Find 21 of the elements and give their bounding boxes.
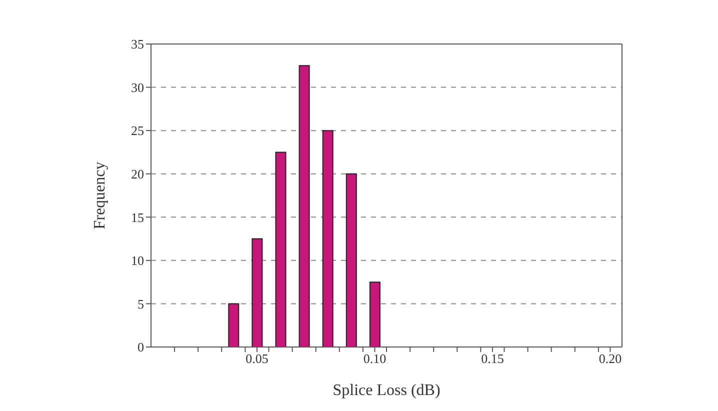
y-tick-label: 10	[131, 253, 144, 268]
bar	[298, 65, 310, 347]
y-tick-label: 25	[131, 123, 144, 138]
bar	[228, 303, 240, 347]
bar	[369, 282, 380, 347]
x-tick-label: 0.10	[363, 351, 386, 366]
y-tick-label: 0	[138, 340, 144, 355]
x-axis-title: Splice Loss (dB)	[332, 382, 440, 399]
bar	[322, 130, 334, 347]
x-tick-label: 0.15	[481, 351, 504, 366]
y-tick-label: 35	[131, 36, 144, 52]
y-tick-label: 5	[138, 296, 144, 312]
y-tick-label: 20	[131, 166, 144, 182]
bar	[252, 238, 263, 347]
y-axis-title: Frequency	[92, 162, 109, 230]
bar	[346, 173, 357, 347]
bar	[275, 152, 286, 347]
y-tick-label: 15	[131, 210, 144, 225]
y-tick-label: 30	[131, 80, 144, 95]
x-tick-label: 0.20	[598, 351, 622, 366]
x-tick-label: 0.05	[246, 351, 268, 366]
